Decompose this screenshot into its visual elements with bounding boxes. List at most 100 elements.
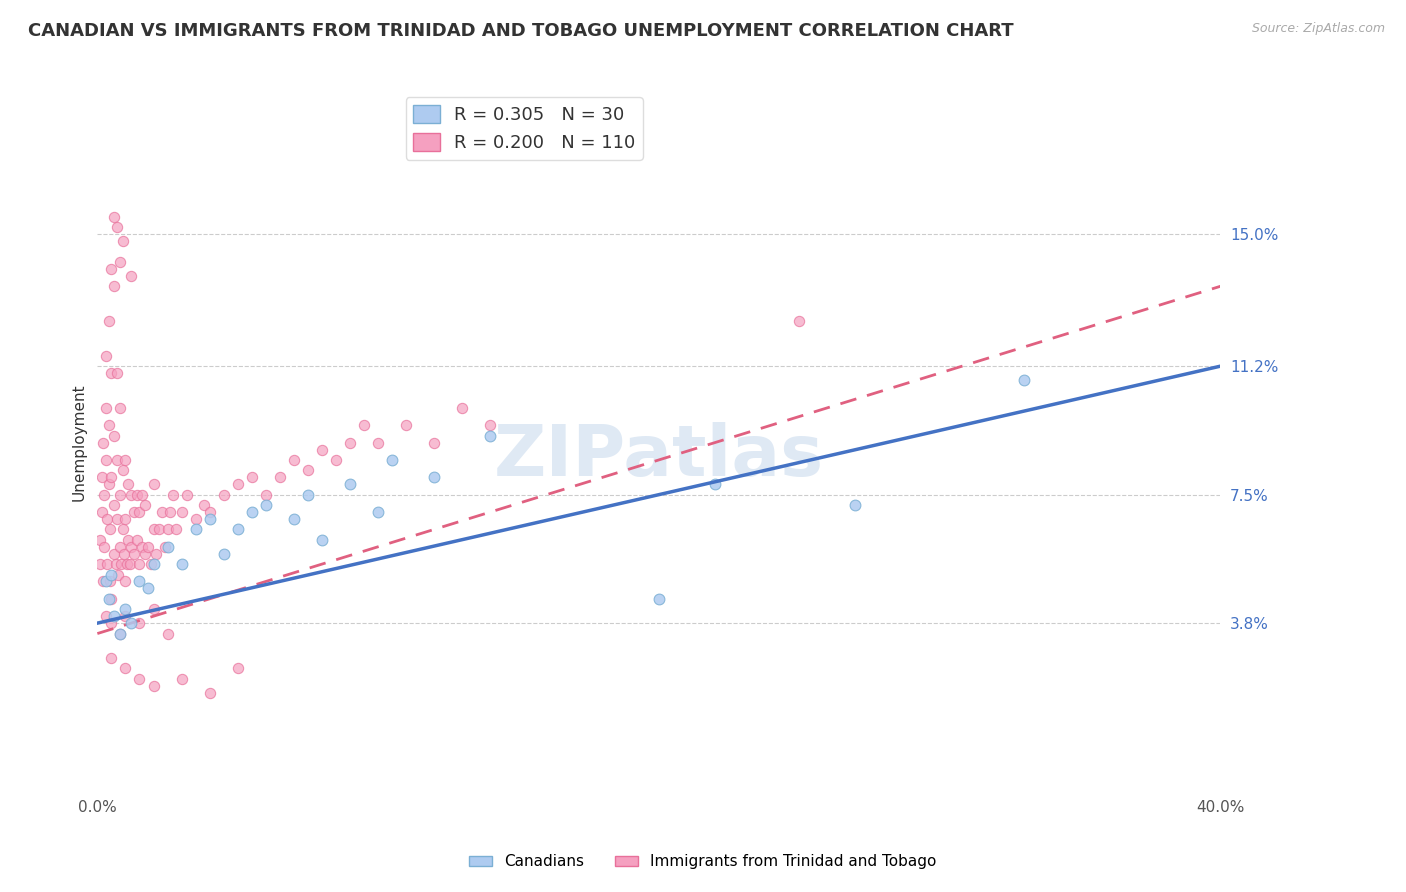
Point: [114, 661, 136, 675]
Point: [395, 418, 418, 433]
Point: [142, 522, 165, 536]
Point: [103, 210, 125, 224]
Point: [114, 574, 136, 589]
Point: [198, 685, 221, 699]
Point: [120, 540, 142, 554]
Point: [297, 463, 319, 477]
Point: [128, 557, 150, 571]
Point: [153, 540, 176, 554]
Point: [162, 488, 184, 502]
Point: [134, 498, 156, 512]
Point: [122, 505, 145, 519]
Point: [479, 418, 502, 433]
Point: [117, 477, 139, 491]
Point: [170, 557, 193, 571]
Point: [105, 512, 128, 526]
Point: [148, 522, 170, 536]
Point: [90, 470, 112, 484]
Point: [94, 349, 117, 363]
Point: [108, 401, 131, 415]
Point: [226, 661, 249, 675]
Point: [479, 428, 502, 442]
Point: [240, 505, 263, 519]
Point: [128, 574, 150, 589]
Point: [108, 626, 131, 640]
Point: [100, 567, 122, 582]
Point: [704, 477, 727, 491]
Point: [96, 557, 118, 571]
Point: [100, 366, 122, 380]
Point: [131, 540, 153, 554]
Point: [100, 470, 122, 484]
Y-axis label: Unemployment: Unemployment: [72, 384, 86, 501]
Point: [150, 505, 173, 519]
Point: [198, 512, 221, 526]
Point: [198, 505, 221, 519]
Point: [111, 522, 134, 536]
Point: [110, 557, 132, 571]
Point: [120, 488, 142, 502]
Point: [94, 574, 117, 589]
Point: [212, 488, 235, 502]
Point: [114, 453, 136, 467]
Point: [136, 540, 159, 554]
Point: [98, 574, 121, 589]
Point: [103, 547, 125, 561]
Point: [100, 261, 122, 276]
Point: [1012, 373, 1035, 387]
Point: [91, 574, 114, 589]
Point: [108, 626, 131, 640]
Point: [269, 470, 291, 484]
Point: [105, 366, 128, 380]
Point: [339, 477, 361, 491]
Point: [423, 470, 446, 484]
Point: [111, 463, 134, 477]
Point: [97, 477, 120, 491]
Legend: Canadians, Immigrants from Trinidad and Tobago: Canadians, Immigrants from Trinidad and …: [464, 848, 942, 875]
Point: [117, 533, 139, 547]
Point: [105, 220, 128, 235]
Point: [339, 435, 361, 450]
Point: [145, 547, 167, 561]
Point: [226, 522, 249, 536]
Point: [103, 609, 125, 624]
Point: [114, 609, 136, 624]
Point: [108, 255, 131, 269]
Point: [128, 505, 150, 519]
Point: [156, 522, 179, 536]
Point: [128, 616, 150, 631]
Point: [367, 435, 389, 450]
Point: [283, 453, 305, 467]
Point: [94, 453, 117, 467]
Point: [131, 488, 153, 502]
Point: [107, 567, 129, 582]
Point: [94, 401, 117, 415]
Text: Source: ZipAtlas.com: Source: ZipAtlas.com: [1251, 22, 1385, 36]
Point: [103, 498, 125, 512]
Point: [142, 477, 165, 491]
Point: [96, 512, 118, 526]
Point: [128, 672, 150, 686]
Point: [156, 540, 179, 554]
Point: [103, 279, 125, 293]
Point: [136, 582, 159, 596]
Point: [111, 234, 134, 248]
Point: [170, 672, 193, 686]
Point: [367, 505, 389, 519]
Point: [451, 401, 474, 415]
Point: [423, 435, 446, 450]
Point: [89, 557, 111, 571]
Point: [254, 498, 277, 512]
Point: [103, 428, 125, 442]
Point: [122, 547, 145, 561]
Point: [97, 591, 120, 606]
Point: [297, 488, 319, 502]
Point: [118, 557, 141, 571]
Point: [125, 488, 148, 502]
Point: [159, 505, 181, 519]
Text: CANADIAN VS IMMIGRANTS FROM TRINIDAD AND TOBAGO UNEMPLOYMENT CORRELATION CHART: CANADIAN VS IMMIGRANTS FROM TRINIDAD AND…: [28, 22, 1014, 40]
Point: [91, 435, 114, 450]
Point: [184, 522, 207, 536]
Point: [108, 540, 131, 554]
Point: [311, 533, 333, 547]
